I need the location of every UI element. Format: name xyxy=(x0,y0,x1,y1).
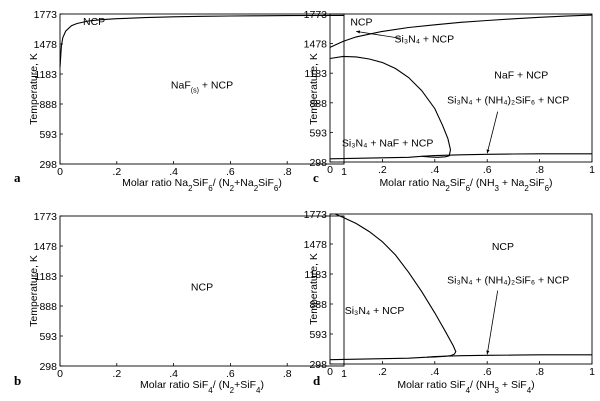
panel-c-region-label-5: Si₃N₄ + NaF + NCP xyxy=(342,138,433,150)
panel-a-xtick-label: 1 xyxy=(341,166,347,178)
panel-c-ytick-label: 1773 xyxy=(304,9,328,21)
panel-b-ylabel: Temperature, K xyxy=(28,255,40,327)
panel-a-ytick-label: 1478 xyxy=(34,39,58,51)
panel-d-ytick-label: 1773 xyxy=(304,209,328,221)
panel-c-phase-boundary-1 xyxy=(329,14,593,48)
panel-a-xlabel: Molar ratio Na2SiF6/ (N2+Na2SiF6) xyxy=(122,177,282,193)
panel-c-letter: c xyxy=(313,170,319,185)
panel-c-xtick-label: .8 xyxy=(535,164,544,176)
panel-d-xlabel: Molar ratio SiF4/ (NH3 + SiF4) xyxy=(397,379,534,395)
panel-b-ytick-label: 1478 xyxy=(34,241,58,253)
panel-a-letter: a xyxy=(14,170,21,185)
panel-c-region-label-3: NaF + NCP xyxy=(494,70,548,82)
panel-a-xtick-label: .2 xyxy=(112,166,121,178)
panel-c-ytick-label: 593 xyxy=(309,127,327,139)
panel-b-ytick-label: 1773 xyxy=(34,211,58,223)
panel-c: 298 593 888 1183 1478 1773 0 .2 .4 .6 .8 1 NCP Si₃N₄ … xyxy=(304,9,595,193)
panel-b-ytick-label: 593 xyxy=(39,331,57,343)
panel-c-arrow-nh4-region-head xyxy=(486,149,490,154)
panel-c-ytick-label: 888 xyxy=(309,98,327,110)
panel-d: 298 593 888 1183 1478 1773 0 .2 .4 .6 .8 1 NCP Si₃N₄ … xyxy=(304,209,595,395)
panel-c-phase-boundary-2 xyxy=(329,55,452,158)
panel-d-region-label-1: NCP xyxy=(492,241,514,253)
panel-b-xtick-label: 1 xyxy=(341,368,347,380)
panel-b-xtick-label: 0 xyxy=(57,368,63,380)
panel-a-xtick-label: .4 xyxy=(169,166,178,178)
panel-c-region-label-2: Si₃N₄ + NCP xyxy=(395,33,455,45)
panel-d-phase-boundary-2 xyxy=(329,354,592,361)
panel-d-xtick-label: .8 xyxy=(535,366,544,378)
panel-c-region-label-1: NCP xyxy=(350,16,372,28)
panel-c-arrow-si3n4-ncp-head xyxy=(356,30,361,34)
panel-d-region-label-3: Si₃N₄ + NCP xyxy=(345,305,405,317)
panel-a-frame xyxy=(59,13,345,165)
panel-c-xtick-label: 0 xyxy=(327,164,333,176)
panel-c-phase-boundary-3 xyxy=(421,153,592,157)
panel-c-ylabel: Temperature, K xyxy=(308,53,320,125)
panel-d-xtick-label: .4 xyxy=(430,366,439,378)
panel-d-frame xyxy=(329,213,593,365)
panel-b-xlabel: Molar ratio SiF4/ (N2+SiF4) xyxy=(140,379,264,395)
panel-c-xlabel: Molar ratio Na2SiF6/ (NH3 + Na2SiF6) xyxy=(379,177,552,193)
panel-d-xtick-label: .2 xyxy=(378,366,387,378)
panel-d-ytick-label: 593 xyxy=(309,329,327,341)
panel-d-xtick-label: 1 xyxy=(589,366,595,378)
panel-d-region-label-2: Si₃N₄ + (NH₄)₂SiF₆ + NCP xyxy=(447,274,569,286)
panel-b-xtick-label: .6 xyxy=(226,368,235,380)
panel-a-xtick-label: 0 xyxy=(57,166,63,178)
panel-c-phase-boundary-4 xyxy=(329,155,422,160)
panel-d-ytick-label: 888 xyxy=(309,299,327,311)
panel-d-letter: d xyxy=(313,373,321,388)
panel-b-xtick-label: .8 xyxy=(283,368,292,380)
panel-a: 298 593 888 1183 1478 1773 0 .2 .4 .6 .8 1 NCP NaF(s)… xyxy=(14,9,347,193)
panel-d-phase-boundary-1 xyxy=(334,213,457,358)
panel-a-region-label-1: NCP xyxy=(83,16,105,28)
panel-c-plot: 298 593 888 1183 1478 1773 0 .2 .4 .6 .8 1 NCP Si₃N₄ … xyxy=(304,9,595,176)
panel-a-plot: 298 593 888 1183 1478 1773 0 .2 .4 .6 .8 1 NCP NaF(s)… xyxy=(34,9,347,178)
panel-c-xtick-label: 1 xyxy=(589,164,595,176)
panel-b-ytick-label: 1183 xyxy=(34,271,57,283)
panel-a-phase-boundary-1 xyxy=(59,14,345,68)
panel-b-region-label-1: NCP xyxy=(191,282,213,294)
panel-a-ytick-label: 1773 xyxy=(34,9,58,21)
panel-d-ytick-label: 298 xyxy=(309,359,327,371)
annotation-arrows xyxy=(356,30,499,355)
panel-d-xtick-label: .6 xyxy=(483,366,492,378)
panel-c-xtick-label: .4 xyxy=(430,164,439,176)
panel-d-xtick-label: 0 xyxy=(327,366,333,378)
panel-b-ytick-label: 888 xyxy=(39,301,57,313)
panel-c-arrow-nh4-region xyxy=(486,111,499,154)
panel-d-arrow-nh4-region-head xyxy=(486,350,490,355)
panel-b-ytick-label: 298 xyxy=(39,361,57,373)
panel-c-region-label-4: Si₃N₄ + (NH₄)₂SiF₆ + NCP xyxy=(447,95,569,107)
panel-b-xtick-label: .4 xyxy=(169,368,178,380)
panel-a-ytick-label: 888 xyxy=(39,99,57,111)
panel-a-ytick-label: 593 xyxy=(39,129,57,141)
panel-c-frame xyxy=(329,13,593,163)
panel-c-xtick-label: .2 xyxy=(378,164,387,176)
panel-a-ytick-label: 298 xyxy=(39,159,57,171)
panel-d-ytick-label: 1183 xyxy=(304,269,327,281)
panel-a-region-label-2: NaF(s) + NCP xyxy=(171,80,233,95)
panel-b-plot: 298 593 888 1183 1478 1773 0 .2 .4 .6 .8 1 NCP xyxy=(34,211,347,380)
panel-d-arrow-nh4-region xyxy=(486,290,499,355)
panel-a-ytick-label: 1183 xyxy=(34,69,57,81)
panel-a-xtick-label: .8 xyxy=(283,166,292,178)
panel-b-letter: b xyxy=(14,373,21,388)
panel-c-arrow-si3n4-ncp xyxy=(356,30,401,39)
panel-c-ytick-label: 1478 xyxy=(304,39,328,51)
panel-c-ytick-label: 298 xyxy=(309,157,327,169)
panel-a-xtick-label: .6 xyxy=(226,166,235,178)
panel-d-ylabel: Temperature, K xyxy=(308,253,320,325)
panel-b: 298 593 888 1183 1478 1773 0 .2 .4 .6 .8 1 NCP Tempe… xyxy=(14,211,347,395)
panel-b-frame xyxy=(59,215,345,367)
panel-d-plot: 298 593 888 1183 1478 1773 0 .2 .4 .6 .8 1 NCP Si₃N₄ … xyxy=(304,209,595,378)
panel-a-ylabel: Temperature, K xyxy=(28,53,40,125)
panel-d-ytick-label: 1478 xyxy=(304,239,328,251)
panel-b-xtick-label: .2 xyxy=(112,368,121,380)
panel-c-ytick-label: 1183 xyxy=(304,68,327,80)
panel-c-xtick-label: .6 xyxy=(483,164,492,176)
